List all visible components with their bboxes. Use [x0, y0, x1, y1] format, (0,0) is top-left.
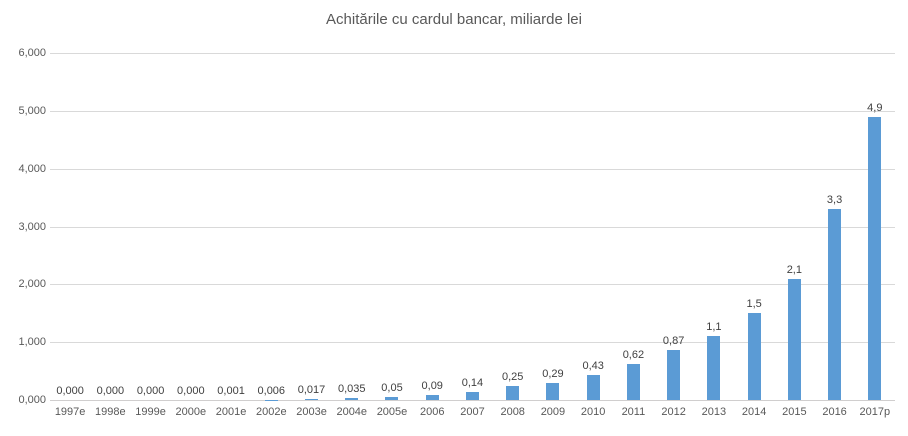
bar-column: 0,000: [171, 53, 211, 400]
x-axis-tick-label: 2006: [419, 406, 445, 418]
data-label: 0,035: [337, 382, 366, 395]
bar: [345, 397, 359, 400]
bar-column: 0,05: [372, 53, 412, 400]
bar-column: 0,09: [412, 53, 452, 400]
data-label: 0,87: [662, 334, 685, 347]
x-axis-tick-label: 2002e: [255, 406, 287, 418]
x-axis-tick-label: 2010: [580, 406, 606, 418]
bar: [506, 385, 520, 400]
gridline: [50, 226, 895, 228]
y-axis-tick-label: 0,000: [18, 394, 46, 406]
gridline: [50, 342, 895, 344]
data-label: 0,14: [461, 376, 484, 389]
bar: [385, 397, 399, 400]
bar-column: 0,017: [291, 53, 331, 400]
bar-column: 0,000: [130, 53, 170, 400]
bar: [626, 364, 640, 400]
data-label: 0,29: [542, 368, 564, 381]
data-label: 0,25: [501, 370, 524, 383]
data-label: 1,1: [706, 321, 722, 334]
data-label: 4,9: [867, 101, 883, 114]
bar: [586, 375, 600, 400]
bar: [425, 394, 439, 400]
x-axis-tick-label: 2014: [741, 406, 767, 418]
x-axis-tick-label: 2012: [661, 406, 686, 418]
bar: [868, 116, 882, 400]
x-axis-tick-label: 2009: [540, 406, 566, 418]
gridline: [50, 53, 895, 54]
x-axis-tick-label: 1999e: [135, 406, 166, 418]
data-label: 1,5: [746, 298, 762, 311]
x-axis-tick-label: 2001e: [215, 406, 247, 418]
data-label: 0,000: [136, 385, 165, 397]
data-label: 0,09: [421, 379, 443, 392]
x-axis-tick-label: 2016: [822, 406, 847, 418]
data-label: 0,43: [582, 360, 604, 373]
bar-column: 0,62: [613, 53, 653, 400]
data-label: 0,001: [217, 384, 245, 397]
bar-column: 0,29: [533, 53, 573, 400]
x-axis-tick-label: 2015: [782, 406, 807, 418]
bar: [465, 391, 479, 400]
data-label: 0,000: [96, 385, 125, 397]
gridline: [50, 284, 895, 286]
bar: [546, 383, 560, 400]
bar-column: 1,5: [734, 53, 774, 400]
x-axis-tick-label: 2007: [460, 406, 485, 418]
y-axis-tick-label: 6,000: [18, 47, 46, 59]
bar-column: 0,43: [573, 53, 613, 400]
x-axis-tick-label: 2000e: [175, 406, 207, 418]
x-axis-tick-label: 1997e: [54, 406, 86, 418]
bar-column: 4,9: [855, 53, 895, 400]
y-axis-tick-label: 5,000: [18, 104, 46, 117]
bar: [305, 399, 319, 400]
bar-column: 0,87: [654, 53, 694, 400]
y-axis-tick-label: 4,000: [18, 162, 46, 175]
bar-column: 0,14: [452, 53, 492, 400]
bar-column: 0,000: [50, 53, 90, 400]
bar-column: 0,000: [90, 53, 130, 400]
bar-column: 0,001: [211, 53, 251, 400]
bars-container: 0,000 0,000 0,000 0,000 0,001 0,006 0,017 0,035…: [50, 53, 895, 400]
bar: [828, 209, 842, 400]
bar-column: 0,035: [332, 53, 372, 400]
x-axis-tick-label: 2008: [500, 406, 525, 418]
x-axis-tick-label: 2011: [621, 406, 646, 418]
x-axis-tick-label: 1998e: [95, 406, 126, 418]
bar-column: 1,1: [694, 53, 734, 400]
bar-column: 0,006: [251, 53, 291, 400]
x-axis-line: [50, 400, 895, 401]
bar: [787, 278, 801, 400]
bar: [747, 313, 761, 400]
x-axis-tick-label: 2017p: [859, 406, 891, 418]
x-axis-tick-label: 2005e: [376, 406, 408, 418]
bar-column: 3,3: [814, 53, 854, 400]
chart-title: Achitările cu cardul bancar, miliarde le…: [326, 11, 582, 28]
bar-column: 0,25: [493, 53, 533, 400]
y-axis-tick-label: 2,000: [18, 278, 46, 291]
x-axis: 1997e 1998e 1999e 2000e 2001e 2002e 2003e 2004e…: [50, 406, 895, 418]
bar: [667, 349, 681, 400]
data-label: 0,017: [297, 384, 326, 397]
plot-area: 0,000 0,000 0,000 0,000 0,001 0,006 0,017 0,035…: [50, 53, 895, 401]
bar-column: 2,1: [774, 53, 814, 400]
x-axis-tick-label: 2003e: [296, 406, 327, 418]
x-axis-tick-label: 2004e: [336, 406, 368, 418]
data-label: 0,62: [622, 349, 645, 362]
data-label: 0,000: [177, 385, 205, 397]
bar: [707, 336, 721, 400]
y-axis-tick-label: 3,000: [18, 220, 46, 233]
data-label: 0,05: [381, 382, 403, 395]
x-axis-tick-label: 2013: [701, 406, 727, 418]
data-label: 0,000: [56, 385, 84, 397]
gridline: [50, 168, 895, 170]
data-label: 2,1: [786, 263, 802, 276]
gridline: [50, 110, 895, 112]
data-label: 3,3: [826, 194, 843, 207]
y-axis-tick-label: 1,000: [18, 336, 46, 349]
data-label: 0,006: [257, 384, 286, 397]
